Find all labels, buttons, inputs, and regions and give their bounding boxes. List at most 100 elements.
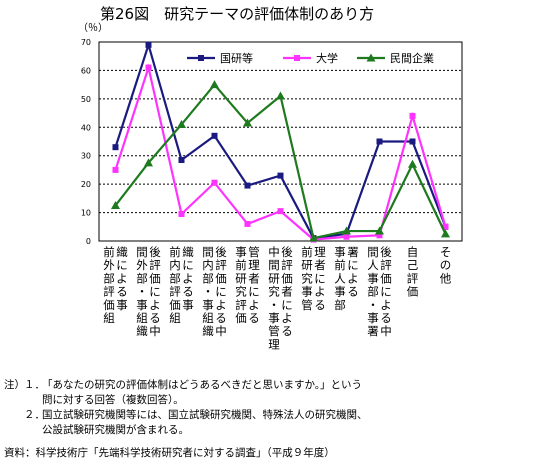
- data-point: [244, 182, 251, 189]
- x-tick-char: 評: [149, 258, 161, 272]
- x-tick-char: に: [314, 271, 326, 285]
- y-tick-label: 20: [81, 180, 91, 189]
- x-tick-char: 価: [407, 285, 419, 299]
- x-tick-char: 価: [281, 271, 293, 285]
- x-tick-char: る: [347, 285, 359, 299]
- x-tick-char: 織: [136, 324, 148, 338]
- x-tick-char: 事: [202, 298, 214, 312]
- x-tick-char: ・: [136, 285, 148, 299]
- x-tick-char: 事: [367, 271, 379, 285]
- note-2-line-1: ２．国立試験研究機関等には、国立試験研究機関、特殊法人の研究機関、: [4, 408, 368, 423]
- x-tick-char: 間: [202, 245, 214, 259]
- x-tick-char: 事: [136, 298, 148, 312]
- x-tick-char: る: [314, 298, 326, 312]
- x-tick-char: よ: [281, 311, 293, 325]
- x-tick-char: る: [281, 324, 293, 338]
- series-line-2: [114, 82, 447, 240]
- legend-marker: [198, 55, 204, 61]
- x-tick-char: 価: [215, 271, 227, 285]
- note-label: 注）: [4, 379, 25, 391]
- x-tick-char: に: [215, 285, 227, 299]
- data-point: [244, 220, 251, 227]
- line-chart: 010203040506070（％）前外部評価組織による事間外部・事組織後評価に…: [78, 22, 463, 351]
- x-tick-char: 事: [182, 298, 194, 312]
- x-tick-char: そ: [440, 245, 452, 259]
- y-tick-label: 0: [86, 237, 91, 246]
- data-point: [408, 159, 417, 168]
- x-tick-char: 部: [367, 285, 379, 299]
- data-point: [210, 80, 219, 89]
- x-tick-char: 前: [103, 245, 115, 259]
- x-tick-char: 中: [215, 324, 227, 338]
- x-tick-char: 署: [347, 245, 359, 259]
- x-tick-char: 組: [103, 311, 115, 325]
- x-tick-char: に: [149, 285, 161, 299]
- note-2-number: ２．: [24, 409, 45, 421]
- x-tick-char: 理: [248, 258, 260, 272]
- x-tick-char: 中: [380, 324, 392, 338]
- x-tick-char: 価: [103, 298, 115, 312]
- data-point: [277, 208, 284, 215]
- note-1-text-2: 問に対する回答（複数回答）。: [42, 394, 184, 406]
- x-tick-char: 署: [367, 324, 379, 338]
- x-tick-char: る: [116, 285, 128, 299]
- data-point: [276, 91, 285, 100]
- x-tick-char: 中: [268, 245, 280, 259]
- x-tick-char: よ: [116, 271, 128, 285]
- x-tick-char: 後: [215, 245, 227, 259]
- x-tick-char: 織: [202, 324, 214, 338]
- data-point: [376, 232, 383, 239]
- data-point: [277, 172, 284, 179]
- x-tick-char: る: [215, 311, 227, 325]
- x-tick-char: 評: [215, 258, 227, 272]
- x-tick-char: 研: [268, 271, 280, 285]
- x-tick-char: 織: [182, 245, 194, 259]
- data-point: [211, 132, 218, 139]
- x-tick-char: 者: [281, 285, 293, 299]
- x-tick-char: 後: [380, 245, 392, 259]
- x-tick-char: 評: [103, 285, 115, 299]
- notes: 注）１．「あなたの研究の評価体制はどうあるべきだと思いますか。」という 問に対す…: [4, 378, 368, 438]
- data-point: [409, 112, 416, 119]
- source-note: 資料：科学技術庁「先端科学技術研究者に対する調査」（平成９年度）: [4, 447, 335, 459]
- x-tick-char: 評: [281, 258, 293, 272]
- x-tick-char: 中: [149, 324, 161, 338]
- x-tick-char: 人: [334, 271, 346, 285]
- data-point: [112, 166, 119, 173]
- x-tick-char: 部: [334, 298, 346, 312]
- data-point: [342, 226, 351, 235]
- y-tick-label: 40: [81, 123, 91, 132]
- x-tick-char: 後: [149, 245, 161, 259]
- x-tick-char: 価: [380, 271, 392, 285]
- legend-label: 国研等: [220, 51, 253, 65]
- chart-title: 第26図 研究テーマの評価体制のあり方: [100, 5, 375, 23]
- x-tick-char: 部: [202, 271, 214, 285]
- x-tick-char: 部: [103, 271, 115, 285]
- x-tick-char: 人: [367, 258, 379, 272]
- x-tick-char: 己: [407, 258, 419, 272]
- x-tick-char: よ: [182, 271, 194, 285]
- x-tick-char: ・: [367, 298, 379, 312]
- x-tick-char: 組: [169, 311, 181, 325]
- x-tick-char: 価: [235, 311, 247, 325]
- data-point: [144, 158, 153, 167]
- legend-label: 大学: [316, 51, 338, 65]
- x-tick-char: 前: [169, 245, 181, 259]
- x-tick-char: よ: [248, 298, 260, 312]
- x-tick-char: 部: [169, 271, 181, 285]
- x-tick-char: 理: [268, 337, 280, 351]
- x-tick-char: 究: [268, 285, 280, 299]
- x-tick-char: る: [149, 311, 161, 325]
- note-1-number: １．: [24, 379, 45, 391]
- data-point: [309, 233, 318, 242]
- plot-frame: [98, 41, 463, 242]
- data-point: [177, 119, 186, 128]
- x-tick-char: 事: [116, 298, 128, 312]
- x-tick-char: よ: [380, 298, 392, 312]
